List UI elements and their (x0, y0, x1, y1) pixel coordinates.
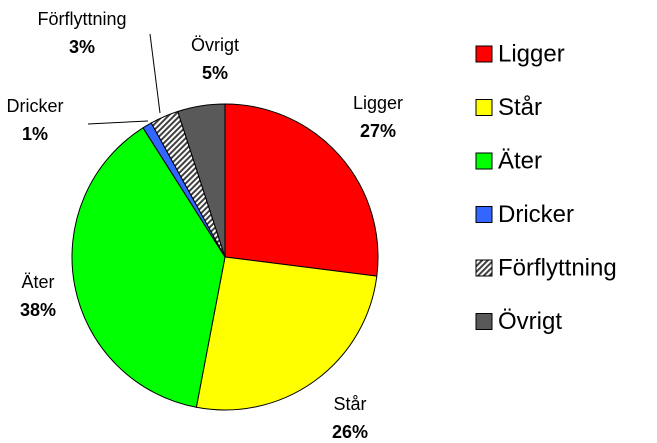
legend-swatch (475, 45, 493, 63)
legend-label: Övrigt (498, 308, 562, 335)
legend-swatch (475, 99, 493, 116)
data-label-name: Övrigt (191, 35, 239, 55)
pie-slice (71, 127, 226, 408)
pie-slice (224, 103, 379, 277)
legend-label: Förflyttning (498, 254, 617, 281)
data-label-name: Förflyttning (37, 9, 126, 29)
data-label-value: 38% (20, 300, 56, 320)
legend-swatch (475, 313, 493, 330)
pie-slice (177, 103, 226, 258)
data-label-name: Ligger (353, 93, 403, 113)
legend-label: Äter (498, 147, 542, 174)
leader-line (149, 33, 161, 114)
data-label-value: 1% (22, 124, 48, 144)
leader-line (87, 120, 149, 125)
pie-slice (195, 256, 378, 411)
legend-swatch (475, 259, 493, 277)
legend-swatch (475, 206, 493, 223)
legend-label: Dricker (498, 201, 574, 228)
data-label-value: 3% (69, 37, 95, 57)
data-label-name: Dricker (7, 96, 64, 116)
legend-label: Står (498, 94, 542, 121)
data-label-value: 26% (332, 422, 368, 442)
data-label-name: Äter (21, 272, 54, 292)
legend-label: Ligger (498, 40, 565, 67)
legend-swatch (475, 152, 493, 170)
data-label-value: 5% (202, 63, 228, 83)
data-label-name: Står (333, 394, 366, 414)
data-label-value: 27% (360, 121, 396, 141)
